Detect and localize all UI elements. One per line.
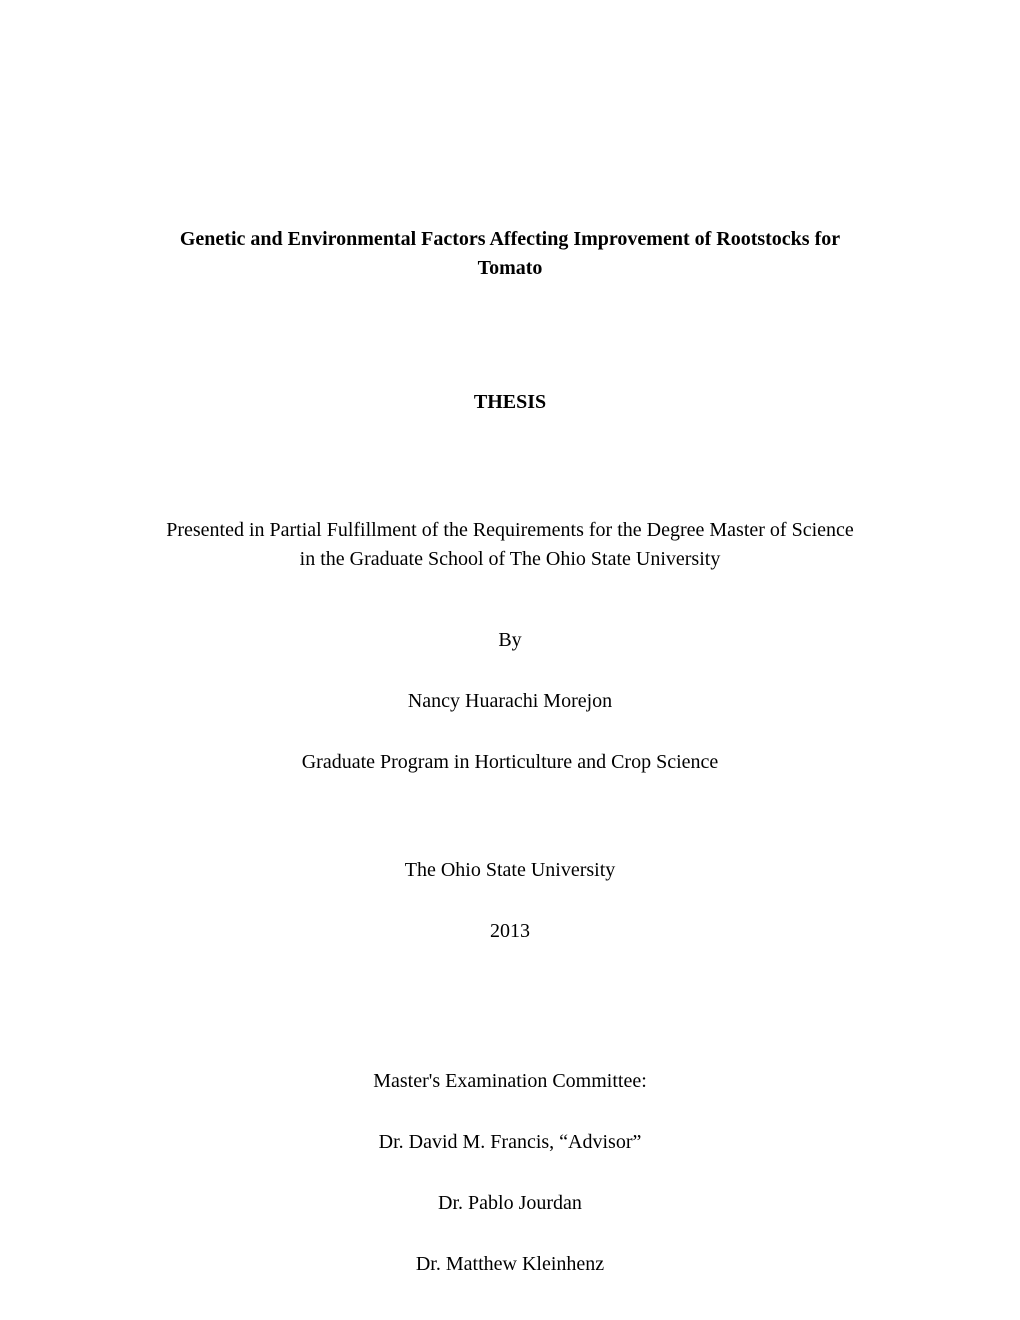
- author-name: Nancy Huarachi Morejon: [408, 690, 612, 713]
- university-name: The Ohio State University: [405, 859, 616, 882]
- by-label: By: [498, 629, 521, 652]
- committee-advisor: Dr. David M. Francis, “Advisor”: [379, 1131, 642, 1154]
- thesis-label: THESIS: [474, 391, 546, 414]
- committee-member-3: Dr. Matthew Kleinhenz: [416, 1253, 604, 1276]
- committee-member-2: Dr. Pablo Jourdan: [438, 1192, 582, 1215]
- thesis-title: Genetic and Environmental Factors Affect…: [165, 225, 855, 283]
- committee-label: Master's Examination Committee:: [373, 1070, 647, 1093]
- thesis-title-page: Genetic and Environmental Factors Affect…: [0, 0, 1020, 1320]
- graduate-program: Graduate Program in Horticulture and Cro…: [302, 751, 719, 774]
- thesis-year: 2013: [490, 920, 530, 943]
- presented-text: Presented in Partial Fulfillment of the …: [165, 516, 855, 574]
